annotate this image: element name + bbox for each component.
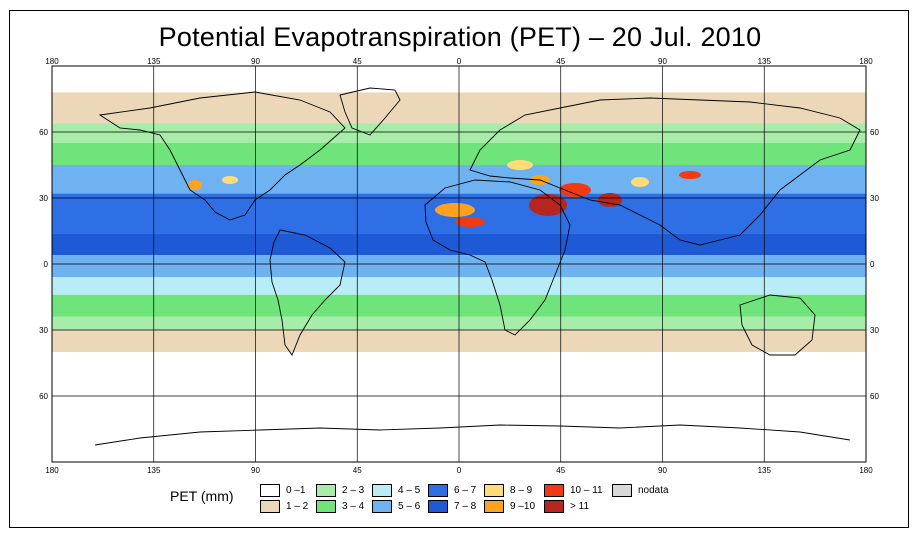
legend-label: 5 – 6 <box>398 501 421 512</box>
tick-labels: 180 180 135 135 90 90 45 45 0 0 45 45 90 90 135 135 180 1… <box>39 57 879 475</box>
lon-tick-bottom: 45 <box>353 466 362 475</box>
lat-tick-left: 30 <box>39 194 48 203</box>
hotspot-2 <box>529 194 567 216</box>
outline-africa <box>424 179 571 336</box>
lat-tick-left: 60 <box>39 128 48 137</box>
lat-tick-right: 30 <box>870 194 879 203</box>
legend-swatch <box>484 484 504 497</box>
lon-tick-top: 90 <box>658 57 667 66</box>
outline-north-america <box>98 91 346 221</box>
lon-tick-top: 45 <box>353 57 362 66</box>
legend-swatch <box>372 484 392 497</box>
lon-tick-bottom: 135 <box>147 466 161 475</box>
outline-antarctica <box>94 424 851 446</box>
outline-south-america <box>269 229 346 356</box>
legend-label: 4 – 5 <box>398 485 421 496</box>
lat-tick-left: 30 <box>39 326 48 335</box>
hotspot-6 <box>631 177 649 187</box>
legend-title: PET (mm) <box>170 488 234 504</box>
lon-tick-top: 90 <box>251 57 260 66</box>
legend-swatch <box>544 500 564 513</box>
figure-frame <box>9 10 909 528</box>
hotspot-1 <box>455 217 485 227</box>
continent-outlines <box>94 87 861 446</box>
lon-tick-bottom: 90 <box>658 466 667 475</box>
hotspot-4 <box>598 193 622 207</box>
lat-tick-right: 30 <box>870 326 879 335</box>
lon-tick-bottom: 180 <box>859 466 873 475</box>
legend-swatch <box>316 500 336 513</box>
legend-label: 2 – 3 <box>342 485 365 496</box>
legend-swatch <box>372 500 392 513</box>
legend-label: 10 – 11 <box>570 485 603 496</box>
hotspot-8 <box>222 176 238 184</box>
lat-tick-right: 60 <box>870 392 879 401</box>
hotspot-3 <box>559 183 591 197</box>
lon-tick-top: 0 <box>457 57 462 66</box>
lon-tick-bottom: 0 <box>457 466 462 475</box>
map-border <box>51 65 867 463</box>
legend-swatch <box>260 500 280 513</box>
lon-tick-top: 135 <box>147 57 161 66</box>
legend-label: 1 – 2 <box>286 501 309 512</box>
lon-tick-bottom: 90 <box>251 466 260 475</box>
lat-tick-right: 0 <box>870 260 875 269</box>
hotspot-7 <box>188 180 202 190</box>
legend-swatch <box>428 484 448 497</box>
legend-swatch <box>544 484 564 497</box>
outline-greenland <box>339 87 401 136</box>
legend-label: 6 – 7 <box>454 485 477 496</box>
lat-tick-left: 0 <box>44 260 49 269</box>
legend-label: 9 –10 <box>510 501 536 512</box>
legend-label: 3 – 4 <box>342 501 365 512</box>
lon-tick-top: 180 <box>859 57 873 66</box>
legend-label: > 11 <box>570 501 589 512</box>
legend-swatch <box>484 500 504 513</box>
hotspot-0 <box>435 203 475 217</box>
lat-tick-right: 60 <box>870 128 879 137</box>
legend-swatch <box>260 484 280 497</box>
legend-swatch <box>612 484 632 497</box>
lon-tick-bottom: 45 <box>556 466 565 475</box>
map-title: Potential Evapotranspiration (PET) – 20 … <box>158 22 762 52</box>
legend-label: 8 – 9 <box>510 485 533 496</box>
lon-tick-top: 180 <box>45 57 59 66</box>
lon-tick-top: 45 <box>556 57 565 66</box>
lon-tick-bottom: 180 <box>45 466 59 475</box>
legend-swatch <box>428 500 448 513</box>
lat-tick-left: 60 <box>39 392 48 401</box>
lon-tick-bottom: 135 <box>758 466 772 475</box>
lon-tick-top: 135 <box>758 57 772 66</box>
legend-swatch <box>316 484 336 497</box>
legend-label: 7 – 8 <box>454 501 477 512</box>
legend-label: 0 –1 <box>286 485 306 496</box>
outline-australia <box>739 294 816 356</box>
hotspot-10 <box>507 160 533 170</box>
graticule <box>52 66 866 462</box>
legend-label: nodata <box>638 485 669 496</box>
hotspots <box>188 160 701 227</box>
hotspot-9 <box>679 171 701 179</box>
